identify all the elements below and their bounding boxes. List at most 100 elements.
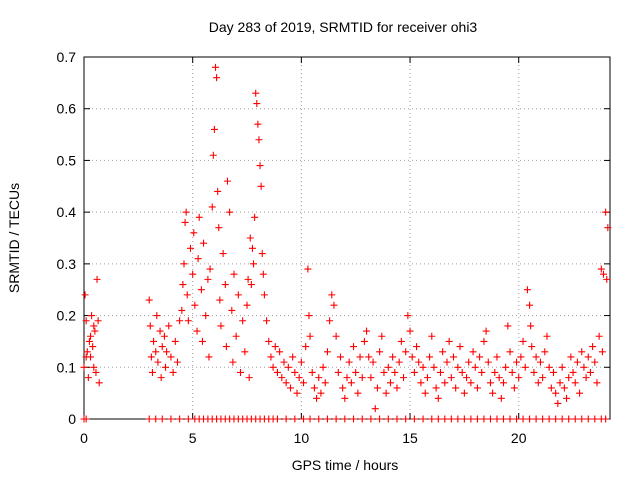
data-point	[576, 389, 584, 397]
data-point	[460, 389, 468, 397]
data-point	[519, 415, 527, 423]
data-point	[80, 363, 88, 371]
data-point	[584, 415, 592, 423]
data-point	[253, 100, 261, 108]
data-point	[210, 125, 218, 133]
data-point	[222, 343, 230, 351]
data-point	[271, 343, 279, 351]
data-point	[591, 358, 599, 366]
data-point	[400, 374, 408, 382]
data-point	[458, 368, 466, 376]
data-point	[358, 415, 366, 423]
data-point	[571, 379, 579, 387]
data-point	[223, 177, 231, 185]
data-point	[484, 358, 492, 366]
data-point	[323, 415, 331, 423]
data-point	[589, 343, 597, 351]
data-point	[526, 301, 534, 309]
data-point	[563, 394, 571, 402]
data-point	[426, 353, 434, 361]
data-point	[179, 281, 187, 289]
data-point	[254, 120, 262, 128]
y-tick-label: 0.6	[57, 101, 77, 117]
data-point	[591, 415, 599, 423]
data-point	[88, 312, 96, 320]
data-point	[532, 415, 540, 423]
data-point	[473, 384, 481, 392]
data-point	[578, 348, 586, 356]
data-point	[345, 358, 353, 366]
data-point	[358, 374, 366, 382]
data-point	[371, 405, 379, 413]
data-point	[365, 353, 373, 361]
data-point	[602, 208, 610, 216]
data-point	[178, 306, 186, 314]
data-point	[558, 415, 566, 423]
data-point	[206, 265, 214, 273]
data-point	[167, 353, 175, 361]
x-tick-label: 10	[294, 430, 310, 446]
data-point	[162, 363, 170, 371]
data-point	[256, 162, 264, 170]
data-point	[145, 415, 153, 423]
data-point	[515, 374, 523, 382]
data-point	[81, 291, 89, 299]
data-point	[304, 265, 312, 273]
data-point	[376, 348, 384, 356]
data-point	[406, 327, 414, 335]
data-point	[508, 368, 516, 376]
data-point	[214, 187, 222, 195]
data-point	[263, 317, 271, 325]
data-point	[543, 332, 551, 340]
data-point	[145, 296, 153, 304]
data-point	[297, 358, 305, 366]
data-point	[560, 384, 568, 392]
data-point	[247, 281, 255, 289]
data-point	[410, 368, 418, 376]
data-point	[269, 363, 277, 371]
data-point	[582, 374, 590, 382]
data-point	[173, 358, 181, 366]
data-point	[216, 296, 224, 304]
data-point	[306, 332, 314, 340]
data-point	[367, 415, 375, 423]
data-point	[598, 348, 606, 356]
data-point	[217, 322, 225, 330]
data-point	[499, 415, 507, 423]
data-point	[356, 353, 364, 361]
x-tick-label: 5	[189, 430, 197, 446]
data-point	[147, 353, 155, 361]
data-point	[194, 255, 202, 263]
data-point	[378, 332, 386, 340]
data-point	[267, 353, 275, 361]
data-point	[246, 234, 254, 242]
data-point	[413, 343, 421, 351]
data-point	[341, 394, 349, 402]
data-point	[493, 415, 501, 423]
data-point	[163, 348, 171, 356]
data-point	[187, 244, 195, 252]
data-point	[428, 415, 436, 423]
y-tick-label: 0.5	[57, 152, 77, 168]
data-point	[510, 384, 518, 392]
data-point	[197, 286, 205, 294]
data-point	[165, 322, 173, 330]
data-point	[549, 368, 557, 376]
data-point	[604, 224, 612, 232]
y-tick-label: 0.7	[57, 49, 77, 65]
data-point	[195, 213, 203, 221]
data-point	[539, 374, 547, 382]
data-point	[523, 286, 531, 294]
data-point	[92, 368, 100, 376]
data-point	[317, 389, 325, 397]
data-point	[308, 368, 316, 376]
data-point	[321, 379, 329, 387]
data-point	[230, 270, 238, 278]
data-point	[569, 368, 577, 376]
data-point	[234, 291, 242, 299]
data-point	[473, 415, 481, 423]
data-point	[154, 358, 162, 366]
data-point	[571, 415, 579, 423]
data-point	[528, 343, 536, 351]
